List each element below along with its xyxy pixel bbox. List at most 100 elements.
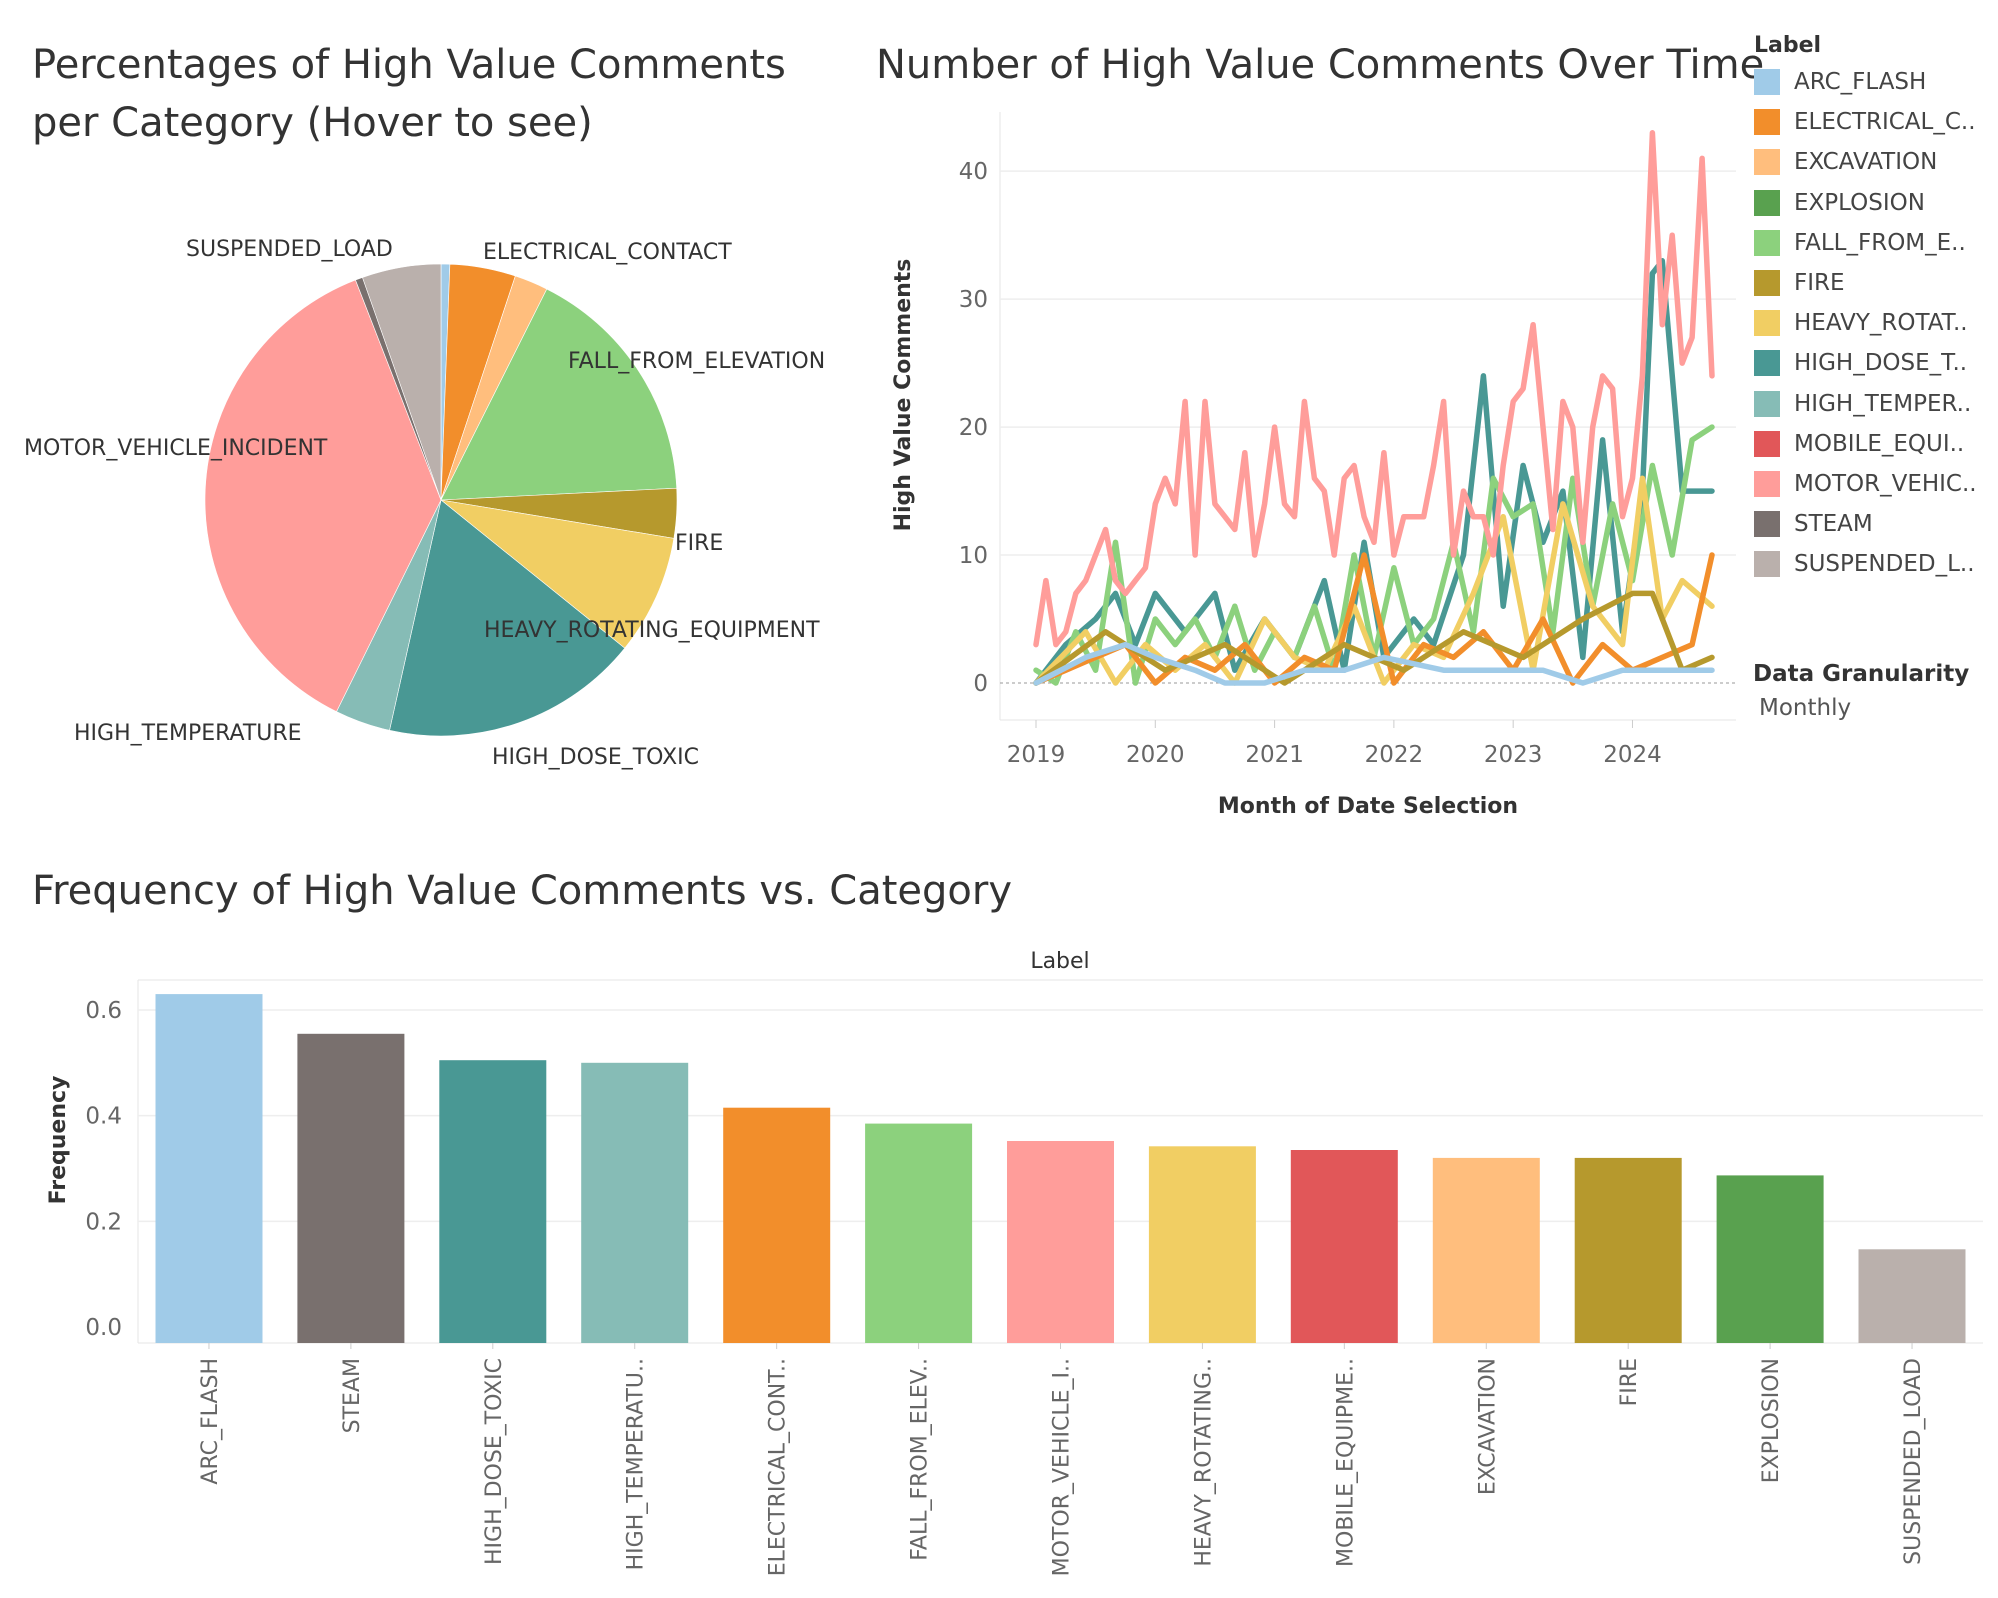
legend-swatch	[1754, 470, 1780, 497]
bar[interactable]	[581, 1062, 689, 1343]
x-tick-label: 2019	[1007, 742, 1066, 768]
x-tick-label: SUSPENDED_LOAD	[1901, 1358, 1926, 1565]
pie-slice-label: HIGH_DOSE_TOXIC	[492, 745, 699, 770]
bar[interactable]	[1858, 1249, 1966, 1343]
bar[interactable]	[155, 994, 263, 1343]
bar[interactable]	[1290, 1150, 1398, 1343]
legend-label: FALL_FROM_E..	[1794, 229, 1966, 256]
legend-item[interactable]: SUSPENDED_L..	[1754, 544, 1994, 584]
legend-swatch	[1754, 189, 1780, 216]
legend-label: FIRE	[1794, 270, 1845, 297]
granularity-title: Data Granularity	[1753, 661, 1970, 687]
bar[interactable]	[865, 1123, 973, 1343]
legend-item[interactable]: STEAM	[1754, 504, 1994, 544]
legend-label: STEAM	[1794, 511, 1873, 538]
y-tick-label: 0.4	[85, 1104, 122, 1130]
y-tick-label: 40	[959, 159, 988, 185]
x-tick-label: EXPLOSION	[1759, 1358, 1784, 1483]
x-axis-title: Month of Date Selection	[1218, 794, 1518, 819]
data-granularity-filter[interactable]: Data Granularity Monthly	[1753, 657, 1969, 725]
legend-label: HIGH_TEMPER..	[1794, 390, 1972, 417]
legend-swatch	[1754, 430, 1780, 457]
y-tick-label: 0.2	[85, 1209, 122, 1235]
pie-slice[interactable]	[362, 263, 442, 501]
bar[interactable]	[439, 1060, 547, 1343]
y-tick-label: 10	[959, 543, 988, 569]
legend-item[interactable]: MOBILE_EQUI..	[1754, 424, 1994, 464]
legend-item[interactable]: EXCAVATION	[1754, 142, 1994, 182]
legend-label: SUSPENDED_L..	[1794, 551, 1975, 578]
legend-item[interactable]: HEAVY_ROTAT..	[1754, 303, 1994, 343]
y-tick-label: 0.6	[85, 998, 122, 1024]
legend-title: Label	[1754, 33, 1822, 58]
bar[interactable]	[723, 1107, 831, 1343]
legend-item[interactable]: FALL_FROM_E..	[1754, 223, 1994, 263]
x-tick-label: ELECTRICAL_CONT..	[766, 1358, 791, 1576]
legend-swatch	[1754, 270, 1780, 297]
x-tick-label: HIGH_DOSE_TOXIC	[482, 1358, 507, 1565]
legend-swatch	[1754, 149, 1780, 176]
bar-chart[interactable]: Label 0.0 0.2 0.4 0.6 Frequency ARC_FLASH STEAM…	[46, 949, 1983, 1576]
legend-label: HEAVY_ROTAT..	[1794, 310, 1968, 337]
pie-slice[interactable]	[204, 279, 442, 713]
x-tick-label: HEAVY_ROTATING..	[1191, 1358, 1216, 1567]
x-tick-label: MOBILE_EQUIPME..	[1333, 1358, 1358, 1567]
x-tick-label: FALL_FROM_ELEV..	[908, 1358, 933, 1561]
pie-chart[interactable]: ELECTRICAL_CONTACT FALL_FROM_ELEVATION FIR…	[24, 237, 825, 770]
x-tick-label: 2021	[1245, 742, 1304, 768]
legend-label: HIGH_DOSE_T..	[1794, 350, 1968, 377]
pie-slice[interactable]	[389, 499, 626, 737]
bar[interactable]	[1148, 1146, 1256, 1343]
legend-label: EXCAVATION	[1794, 149, 1938, 176]
x-tick-label: 2024	[1603, 742, 1662, 768]
line-series[interactable]	[1033, 130, 1715, 648]
x-tick-label: FIRE	[1617, 1358, 1642, 1406]
pie-slice[interactable]	[439, 499, 675, 649]
legend-item[interactable]: ELECTRICAL_C..	[1754, 102, 1994, 142]
x-tick-label: 2020	[1126, 742, 1185, 768]
legend-item[interactable]: MOTOR_VEHIC..	[1754, 464, 1994, 504]
x-tick-label: HIGH_TEMPERATU..	[624, 1358, 649, 1570]
line-chart[interactable]: 0 10 20 30 40 2019 2020 2021 2022 2023 2024 Month o…	[891, 112, 1736, 819]
pie-chart-title: Percentages of High Value Comments per C…	[32, 42, 786, 146]
legend-swatch	[1754, 551, 1780, 578]
line-series[interactable]	[1033, 641, 1715, 686]
bar[interactable]	[1574, 1157, 1682, 1343]
x-tick-label: STEAM	[340, 1358, 365, 1433]
y-axis-title: High Value Comments	[891, 259, 916, 532]
pie-slice-label: SUSPENDED_LOAD	[186, 237, 393, 262]
pie-slice-label: ELECTRICAL_CONTACT	[483, 240, 732, 265]
x-tick-label: MOTOR_VEHICLE_I..	[1050, 1358, 1075, 1576]
legend-item[interactable]: HIGH_DOSE_T..	[1754, 343, 1994, 383]
legend-item[interactable]: FIRE	[1754, 263, 1994, 303]
pie-slice-label: HIGH_TEMPERATURE	[74, 721, 302, 746]
granularity-value[interactable]: Monthly	[1759, 695, 1852, 721]
color-legend: Label ARC_FLASH ELECTRICAL_C.. EXCAVATION E…	[1754, 30, 1994, 584]
y-tick-label: 0	[973, 671, 988, 697]
line-series[interactable]	[1033, 552, 1715, 686]
bar[interactable]	[297, 1033, 405, 1343]
bar[interactable]	[1716, 1175, 1824, 1343]
line-series[interactable]	[1033, 258, 1715, 686]
x-tick-label: EXCAVATION	[1475, 1358, 1500, 1495]
legend-label: MOTOR_VEHIC..	[1794, 470, 1977, 497]
line-chart-title: Number of High Value Comments Over Time	[876, 42, 1765, 88]
legend-item[interactable]: ARC_FLASH	[1754, 62, 1994, 102]
legend-item[interactable]: HIGH_TEMPER..	[1754, 384, 1994, 424]
y-axis-title: Frequency	[46, 1076, 71, 1205]
y-tick-label: 20	[959, 415, 988, 441]
bar[interactable]	[1432, 1157, 1540, 1343]
bar-header-label: Label	[1030, 949, 1089, 974]
legend-swatch	[1754, 109, 1780, 136]
pie-slice-label: MOTOR_VEHICLE_INCIDENT	[24, 436, 328, 461]
pie-slice-label: FALL_FROM_ELEVATION	[568, 349, 825, 374]
pie-slice-label: HEAVY_ROTATING_EQUIPMENT	[484, 618, 820, 643]
bar[interactable]	[1007, 1141, 1114, 1343]
legend-label: EXPLOSION	[1794, 189, 1925, 216]
legend-item[interactable]: EXPLOSION	[1754, 183, 1994, 223]
legend-label: ELECTRICAL_C..	[1794, 109, 1976, 136]
x-tick-label: ARC_FLASH	[198, 1358, 223, 1485]
legend-swatch	[1754, 350, 1780, 377]
pie-slice[interactable]	[440, 288, 678, 501]
